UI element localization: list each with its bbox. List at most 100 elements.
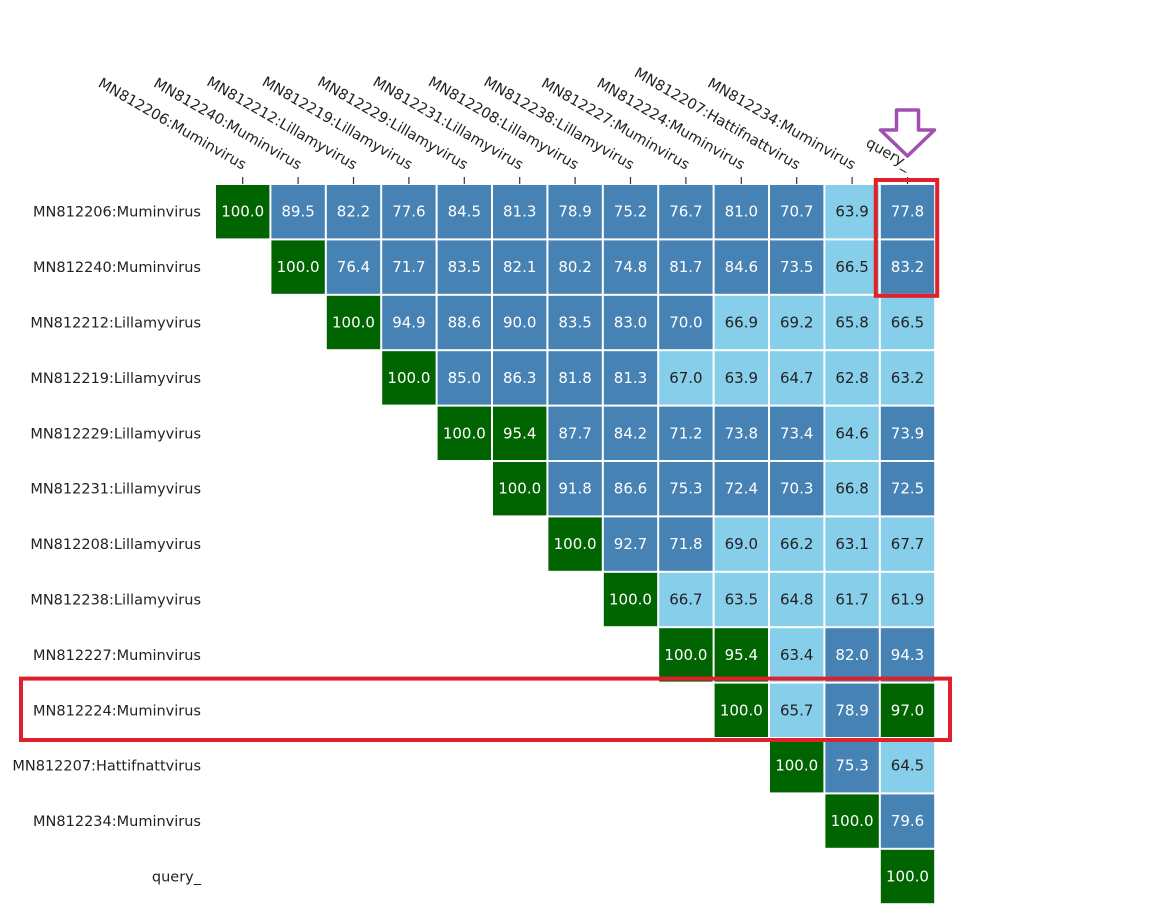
cell-value: 75.3 [835,757,868,775]
row-label: MN812227:Muminvirus [33,648,201,664]
row-highlight-box [19,676,952,742]
cell-value: 66.7 [669,591,702,609]
heatmap-cell [603,185,658,239]
row-labels: MN812206:Muminvirus MN812240:Muminvirus MN… [12,205,201,886]
cell-value: 70.0 [669,314,702,332]
cell-value: 69.0 [725,535,758,553]
heatmap-cell [326,295,381,350]
heatmap-cell [825,739,879,793]
heatmap-cell [770,185,824,239]
heatmap-cell [770,240,824,294]
heatmap-cell [770,628,824,682]
cell-value: 100.0 [332,314,375,332]
heatmap-cell [880,351,935,405]
cell-value: 66.9 [725,314,758,332]
heatmap-cell [880,406,935,460]
cell-value: 73.5 [780,258,813,276]
heatmap-cell [548,517,602,571]
cell-value: 92.7 [614,535,647,553]
heatmap-cell [216,185,270,239]
cell-value: 81.0 [725,203,758,221]
heatmap-cell [659,572,713,627]
cell-value: 84.6 [725,258,758,276]
cell-value: 78.9 [835,701,868,719]
cell-value: 84.5 [448,203,481,221]
cell-value: 100.0 [554,535,597,553]
heatmap-cell [493,295,547,350]
heatmap-cell [714,295,768,350]
row-label: MN812240:Muminvirus [33,260,201,276]
cell-value: 97.0 [891,701,924,719]
heatmap-cell [714,240,768,294]
heatmap-cell [603,462,658,516]
row-label: MN812229:Lillamyvirus [30,426,201,442]
heatmap-cell [493,185,547,239]
cell-value: 78.9 [558,203,591,221]
heatmap-cell [382,240,436,294]
heatmap-cell [770,462,824,516]
heatmap-cell [825,185,879,239]
cell-value: 75.2 [614,203,647,221]
cell-value: 63.9 [835,203,868,221]
heatmap-cell [603,240,658,294]
cell-value: 83.0 [614,314,647,332]
cell-value: 100.0 [443,424,486,442]
heatmap-cell [548,185,602,239]
heatmap-cell [825,351,879,405]
cell-value: 72.4 [725,480,758,498]
heatmap-cell [659,628,713,682]
heatmap-cell [437,185,491,239]
down-arrow-icon [878,108,937,158]
heatmap-cell [880,739,935,793]
cell-value: 86.3 [503,369,536,387]
row-label: MN812206:Muminvirus [33,205,201,221]
row-label: MN812231:Lillamyvirus [30,482,201,498]
cell-value: 83.2 [891,258,924,276]
heatmap-cell [714,185,768,239]
highlight-overlays [19,108,952,742]
cell-value: 90.0 [503,314,536,332]
heatmap-cell [659,462,713,516]
cell-value: 100.0 [277,258,320,276]
heatmap-cell [437,295,491,350]
heatmap-cell [714,572,768,627]
cell-value: 100.0 [498,480,541,498]
cell-value: 63.5 [725,591,758,609]
row-label: MN812212:Lillamyvirus [30,316,201,332]
heatmap-cell [714,517,768,571]
cell-value: 100.0 [609,591,652,609]
heatmap-cell [825,794,879,848]
heatmap-cell [714,462,768,516]
cell-value: 64.6 [835,424,868,442]
cell-value: 80.2 [558,258,591,276]
cell-value: 76.4 [337,258,370,276]
heatmap-cell [770,517,824,571]
heatmap-cell [548,406,602,460]
cell-value: 79.6 [891,812,924,830]
heatmap-cell [880,794,935,848]
cell-value: 65.7 [780,701,813,719]
heatmap-cell [437,351,491,405]
cell-value: 81.3 [503,203,536,221]
cell-value: 100.0 [387,369,430,387]
cell-value: 61.9 [891,591,924,609]
cell-value: 74.8 [614,258,647,276]
cell-value: 81.8 [558,369,591,387]
cell-value: 100.0 [664,646,707,664]
heatmap-cell [714,351,768,405]
heatmap-cell [659,517,713,571]
heatmap-cell [493,240,547,294]
heatmap-cell [603,517,658,571]
heatmap-cell [271,185,325,239]
cell-value: 69.2 [780,314,813,332]
cell-value: 67.7 [891,535,924,553]
cell-value: 66.5 [835,258,868,276]
cell-value: 63.1 [835,535,868,553]
heatmap-cell [603,406,658,460]
heatmap-cell [714,628,768,682]
cell-value: 61.7 [835,591,868,609]
heatmap-cell [659,351,713,405]
heatmap-cell [880,628,935,682]
cell-value: 100.0 [886,868,929,886]
heatmap-cell [603,351,658,405]
